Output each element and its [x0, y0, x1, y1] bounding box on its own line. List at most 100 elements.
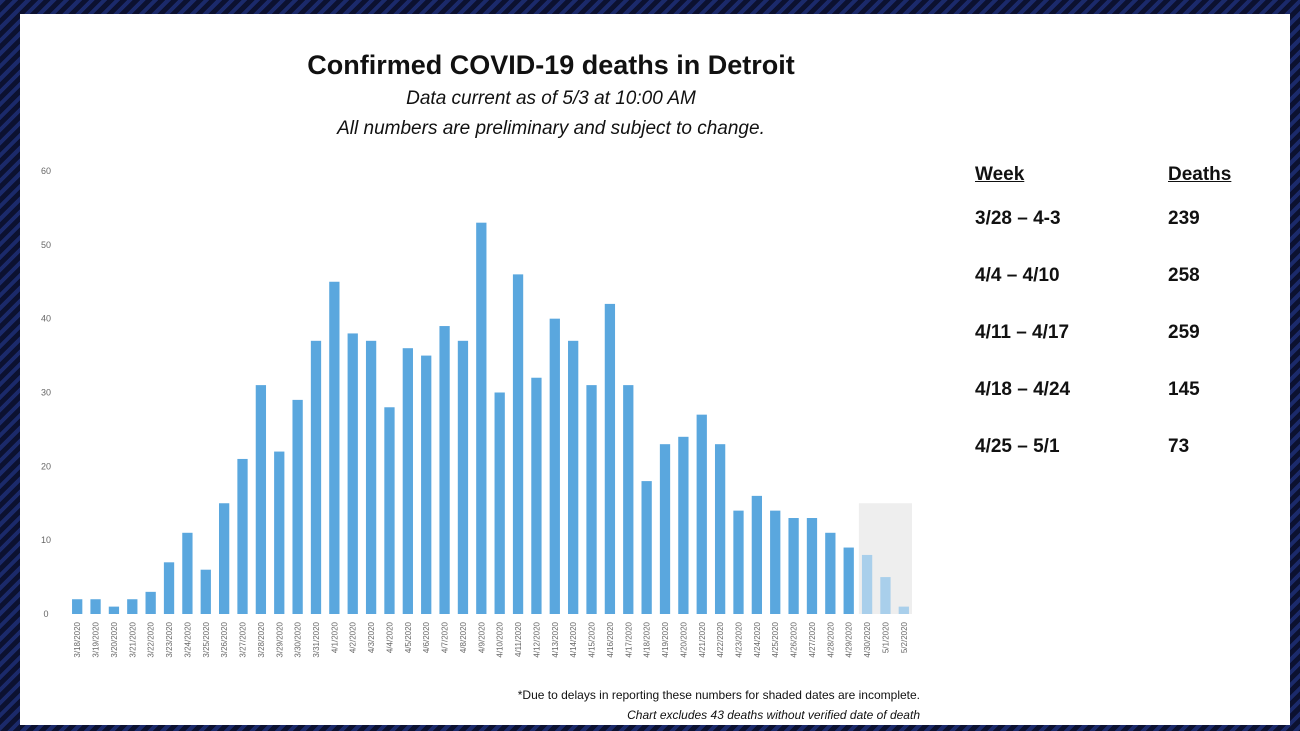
x-tick-label: 4/17/2020	[624, 621, 633, 657]
bar-4-25-2020	[770, 510, 781, 614]
x-tick-label: 4/3/2020	[367, 621, 376, 653]
x-tick-label: 4/14/2020	[569, 621, 578, 657]
x-tick-label: 4/8/2020	[459, 621, 468, 653]
deaths-cell: 73	[1168, 436, 1190, 457]
x-tick-label: 4/5/2020	[404, 621, 413, 653]
chart-subtitle-disclaimer: All numbers are preliminary and subject …	[337, 118, 765, 139]
x-tick-label: 4/22/2020	[716, 621, 725, 657]
x-tick-label: 4/19/2020	[661, 621, 670, 657]
y-tick-label: 10	[41, 535, 51, 545]
bar-4-5-2020	[402, 348, 413, 614]
x-tick-label: 4/27/2020	[808, 621, 817, 657]
x-tick-label: 3/30/2020	[294, 621, 303, 657]
bar-4-17-2020	[623, 385, 634, 614]
bar-3-23-2020	[163, 562, 175, 614]
table-row: 4/18 – 4/24 145	[975, 379, 1231, 436]
table-row: 4/4 – 4/10 258	[975, 265, 1231, 322]
weekly-deaths-table: Week Deaths 3/28 – 4-3 239 4/4 – 4/10 25…	[975, 164, 1231, 493]
x-tick-label: 4/29/2020	[845, 621, 854, 657]
x-tick-label: 4/1/2020	[330, 621, 339, 653]
x-tick-label: 4/10/2020	[496, 621, 505, 657]
y-tick-label: 20	[41, 461, 51, 471]
y-tick-label: 40	[41, 314, 51, 324]
bar-3-30-2020	[292, 399, 303, 614]
x-tick-label: 4/24/2020	[753, 621, 762, 657]
x-tick-label: 4/18/2020	[643, 621, 652, 657]
bar-3-27-2020	[237, 458, 248, 614]
bar-4-23-2020	[733, 510, 744, 614]
week-cell: 4/4 – 4/10	[975, 265, 1060, 286]
x-tick-label: 3/22/2020	[147, 621, 156, 657]
week-cell: 4/25 – 5/1	[975, 436, 1060, 457]
chart-title: Confirmed COVID-19 deaths in Detroit	[307, 50, 795, 80]
bar-3-25-2020	[200, 569, 211, 614]
bar-3-28-2020	[255, 385, 267, 614]
x-tick-label: 4/12/2020	[532, 621, 541, 657]
bar-4-1-2020	[329, 281, 340, 614]
x-tick-label: 3/25/2020	[202, 621, 211, 657]
deaths-cell: 145	[1168, 379, 1200, 400]
x-tick-label: 4/7/2020	[441, 621, 450, 653]
bar-3-22-2020	[145, 591, 156, 614]
x-tick-label: 4/15/2020	[588, 621, 597, 657]
bar-4-24-2020	[751, 495, 763, 614]
x-tick-label: 4/23/2020	[734, 621, 743, 657]
bar-3-19-2020	[90, 599, 101, 614]
y-tick-label: 60	[41, 166, 51, 176]
bar-chart: 0 10 20 30 40 50 60 3/18/2020 3/19/2020 3/20/2020…	[41, 166, 912, 658]
x-tick-label: 3/20/2020	[110, 621, 119, 657]
deaths-cell: 258	[1168, 265, 1200, 286]
x-tick-label: 4/21/2020	[698, 621, 707, 657]
bar-4-13-2020	[549, 318, 560, 614]
bar-4-14-2020	[568, 340, 579, 614]
bar-4-2-2020	[347, 333, 358, 614]
x-tick-label: 4/20/2020	[679, 621, 688, 657]
bar-3-21-2020	[127, 599, 138, 614]
table-row: 4/11 – 4/17 259	[975, 322, 1231, 379]
x-tick-label: 3/31/2020	[312, 621, 321, 657]
slide: Confirmed COVID-19 deaths in Detroit Dat…	[20, 14, 1290, 725]
table-row: 3/28 – 4-3 239	[975, 204, 1231, 265]
bar-4-30-2020	[861, 554, 873, 614]
x-tick-label: 4/30/2020	[863, 621, 872, 657]
x-tick-label: 3/18/2020	[73, 621, 82, 657]
bar-4-10-2020	[494, 392, 505, 614]
bar-3-20-2020	[108, 606, 120, 614]
deaths-cell: 259	[1168, 322, 1200, 343]
bar-5-1-2020	[880, 577, 891, 614]
bar-4-26-2020	[788, 518, 799, 614]
x-tick-label: 3/21/2020	[128, 621, 137, 657]
bar-4-8-2020	[457, 340, 469, 614]
y-tick-label: 0	[43, 609, 48, 619]
bar-4-3-2020	[365, 340, 377, 614]
x-tick-label: 4/26/2020	[790, 621, 799, 657]
bar-3-31-2020	[310, 340, 322, 614]
bar-4-19-2020	[659, 444, 671, 614]
x-tick-label: 3/29/2020	[275, 621, 284, 657]
bar-4-6-2020	[421, 355, 432, 614]
bar-4-20-2020	[678, 436, 689, 614]
bar-4-11-2020	[512, 274, 524, 614]
x-tick-label: 5/2/2020	[900, 621, 909, 653]
bar-3-29-2020	[274, 451, 285, 614]
x-tick-label: 4/6/2020	[422, 621, 431, 653]
bar-4-4-2020	[384, 407, 395, 614]
x-tick-label: 4/9/2020	[477, 621, 486, 653]
bar-4-28-2020	[825, 532, 836, 614]
x-tick-label: 4/28/2020	[826, 621, 835, 657]
chart-subtitle-date: Data current as of 5/3 at 10:00 AM	[406, 88, 696, 109]
bar-4-29-2020	[843, 547, 854, 614]
footnote-excluded-deaths: Chart excludes 43 deaths without verifie…	[627, 708, 920, 722]
bar-5-2-2020	[898, 606, 909, 614]
table-header-week: Week	[975, 164, 1025, 185]
bar-4-7-2020	[439, 326, 450, 614]
x-tick-label: 3/27/2020	[239, 621, 248, 657]
bar-3-26-2020	[218, 503, 230, 614]
deaths-cell: 239	[1168, 208, 1200, 229]
y-tick-label: 50	[41, 240, 51, 250]
y-tick-label: 30	[41, 388, 51, 398]
x-tick-label: 4/4/2020	[385, 621, 394, 653]
table-header-deaths: Deaths	[1168, 164, 1232, 185]
x-tick-label: 4/13/2020	[551, 621, 560, 657]
table-row: 4/25 – 5/1 73	[975, 436, 1231, 493]
